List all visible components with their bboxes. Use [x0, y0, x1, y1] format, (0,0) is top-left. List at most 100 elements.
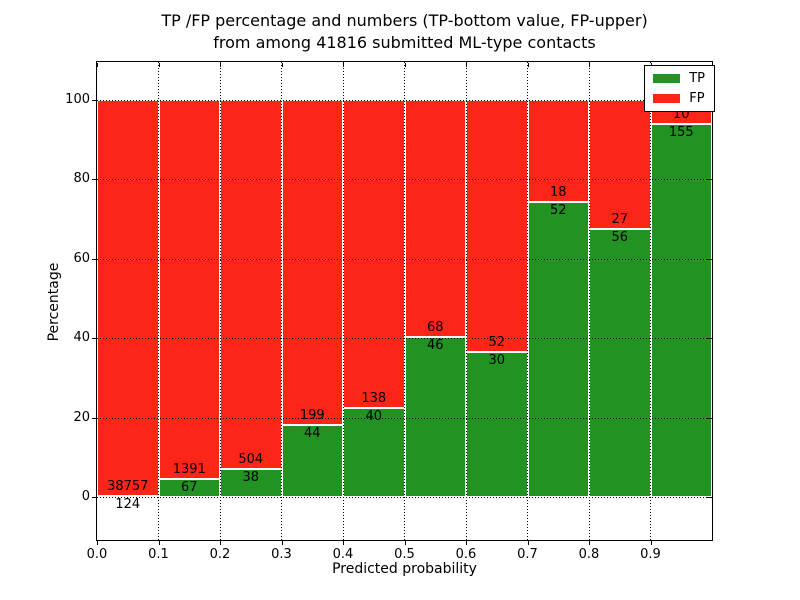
- chart-title-line2: from among 41816 submitted ML-type conta…: [213, 33, 596, 52]
- legend-fp-label: FP: [689, 91, 705, 106]
- x-tick-mark-top: [589, 63, 590, 67]
- y-tick-label: 60: [73, 250, 90, 266]
- chart-title-line1: TP /FP percentage and numbers (TP-bottom…: [161, 11, 648, 30]
- plot-area: 38757 124 1391 67 504 38 199 44 138 40 68 46 52 30 18 5…: [97, 62, 715, 540]
- x-tick-label: 0.2: [209, 547, 231, 562]
- tp-count-label: 40: [365, 408, 383, 424]
- fp-count-label: 504: [238, 452, 264, 468]
- fp-count-label: 199: [299, 408, 325, 424]
- bar-segment-tp: [527, 202, 589, 497]
- bar-segment-tp: [589, 229, 651, 497]
- x-tick-label: 0.4: [332, 547, 354, 562]
- tp-count-label: 155: [668, 125, 694, 141]
- bar-segment-fp: [97, 100, 159, 496]
- chart-title: TP /FP percentage and numbers (TP-bottom…: [97, 10, 712, 54]
- y-tick-mark: [92, 179, 97, 181]
- bar-segment-tp: [343, 407, 405, 497]
- tp-count-label: 67: [180, 479, 198, 495]
- fp-count-label: 52: [488, 334, 506, 350]
- gridline-horizontal: [97, 417, 712, 419]
- y-tick-label: 40: [73, 330, 90, 346]
- legend-tp-swatch-icon: [653, 74, 681, 83]
- x-tick-mark: [97, 541, 98, 545]
- fp-count-label: 18: [549, 185, 567, 201]
- tp-count-label: 38: [242, 470, 260, 486]
- x-tick-mark: [527, 541, 529, 545]
- gridline-vertical: [158, 62, 159, 540]
- gridline-vertical: [465, 62, 467, 540]
- y-tick-mark-right: [707, 497, 712, 498]
- legend-item-fp: FP: [653, 92, 705, 105]
- grid-layer: [97, 62, 712, 540]
- legend-fp-swatch-icon: [653, 94, 681, 103]
- x-tick-mark: [158, 541, 160, 545]
- x-tick-mark-top: [281, 63, 283, 67]
- gridline-vertical: [281, 62, 282, 540]
- y-tick-mark: [92, 417, 97, 419]
- x-tick-label: 0.7: [517, 547, 538, 562]
- y-axis-label: Percentage: [46, 262, 62, 342]
- y-tick-mark-right: [707, 179, 712, 181]
- x-tick-mark-top: [220, 63, 221, 67]
- y-tick-mark: [92, 258, 97, 260]
- tp-count-label: 46: [426, 337, 444, 353]
- bar-segment-tp: [466, 351, 528, 497]
- gridline-vertical: [219, 62, 221, 540]
- x-axis-label: Predicted probability: [332, 561, 477, 577]
- x-tick-mark-top: [97, 63, 98, 67]
- fp-count-label: 27: [611, 212, 629, 228]
- y-tick-label: 100: [65, 92, 90, 107]
- x-tick-mark: [220, 541, 221, 545]
- y-tick-mark-right: [707, 338, 712, 340]
- x-tick-mark-top: [466, 63, 467, 67]
- x-tick-label: 0.9: [640, 547, 661, 562]
- x-tick-mark-top: [404, 63, 406, 67]
- gridline-vertical: [342, 62, 344, 540]
- gridline-vertical: [650, 62, 651, 540]
- tp-count-label: 52: [549, 203, 567, 219]
- y-tick-label: 80: [73, 171, 90, 187]
- x-tick-mark: [281, 541, 283, 545]
- y-tick-mark-right: [707, 258, 712, 260]
- tp-count-label: 44: [303, 426, 321, 442]
- tp-count-label: 30: [488, 352, 506, 368]
- x-tick-mark: [343, 541, 344, 545]
- y-tick-mark-right: [707, 417, 712, 419]
- fp-count-label: 38757: [107, 478, 149, 494]
- gridline-horizontal: [97, 338, 712, 340]
- bar-segment-tp: [650, 124, 712, 497]
- gridline-vertical: [404, 62, 405, 540]
- y-tick-mark: [92, 497, 97, 498]
- x-tick-label: 0.6: [455, 547, 477, 562]
- x-tick-mark-top: [527, 63, 529, 67]
- tp-count-label: 56: [611, 230, 629, 246]
- x-tick-label: 0.3: [271, 547, 292, 562]
- legend: TP FP: [644, 65, 715, 112]
- legend-tp-label: TP: [689, 71, 705, 86]
- gridline-horizontal: [97, 100, 712, 101]
- bars-layer: [97, 62, 712, 540]
- y-tick-label: 0: [81, 489, 90, 504]
- gridline-horizontal: [97, 179, 712, 181]
- tp-count-label: 124: [115, 496, 141, 512]
- x-tick-mark: [589, 541, 590, 545]
- y-tick-label: 20: [73, 409, 90, 425]
- gridline-horizontal: [97, 258, 712, 260]
- legend-item-tp: TP: [653, 72, 705, 85]
- gridline-vertical: [527, 62, 528, 540]
- y-tick-mark: [92, 100, 97, 101]
- x-tick-mark-top: [343, 63, 344, 67]
- x-tick-label: 0.1: [148, 547, 169, 562]
- x-tick-label: 0.0: [86, 547, 108, 562]
- fp-count-label: 1391: [172, 461, 206, 477]
- fp-count-label: 138: [361, 390, 387, 406]
- gridline-horizontal: [97, 497, 712, 498]
- y-tick-mark: [92, 338, 97, 340]
- fp-count-label: 68: [426, 319, 444, 335]
- x-tick-mark: [466, 541, 467, 545]
- annotations-layer: 38757 124 1391 67 504 38 199 44 138 40 68 46 52 30 18 5…: [97, 62, 712, 540]
- bar-segment-tp: [404, 336, 466, 497]
- x-tick-mark: [404, 541, 406, 545]
- gridline-vertical: [588, 62, 590, 540]
